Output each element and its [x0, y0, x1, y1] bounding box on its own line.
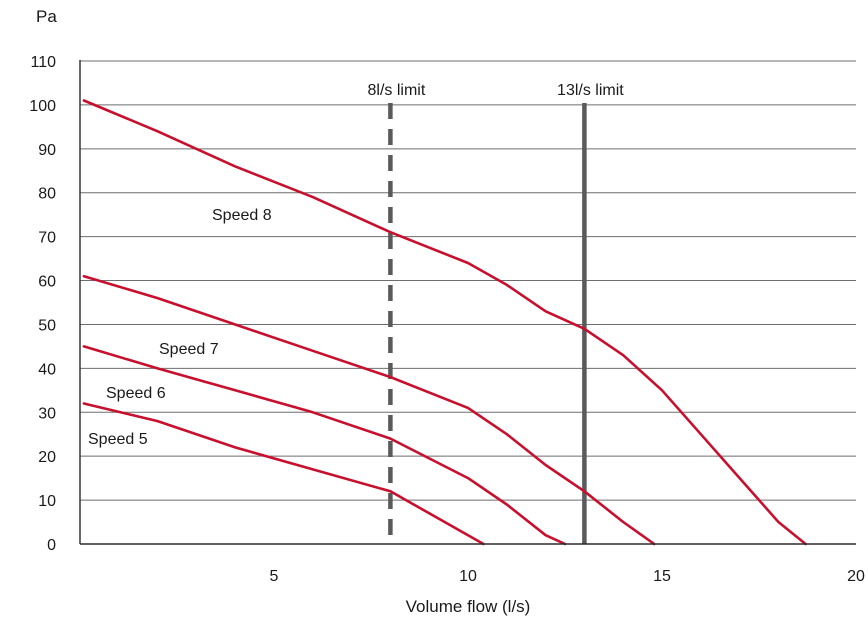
y-tick-label-30: 30 — [38, 405, 56, 422]
grid-lines — [80, 60, 856, 501]
series-label-speed-7: Speed 7 — [159, 341, 219, 358]
x-tick-label-20: 20 — [847, 568, 865, 585]
x-tick-label-15: 15 — [653, 568, 671, 585]
y-tick-label-50: 50 — [38, 317, 56, 334]
series-lines — [82, 99, 807, 546]
y-tick-label-40: 40 — [38, 361, 56, 378]
y-tick-label-90: 90 — [38, 142, 56, 159]
series-line-speed-7 — [82, 274, 656, 546]
y-tick-label-20: 20 — [38, 449, 56, 466]
series-line-speed-6 — [82, 345, 567, 546]
x-tick-label-10: 10 — [459, 568, 477, 585]
y-tick-label-80: 80 — [38, 186, 56, 203]
series-label-speed-6: Speed 6 — [106, 385, 166, 402]
reference-lines — [388, 103, 587, 544]
y-tick-label-110: 110 — [30, 54, 56, 71]
y-tick-label-70: 70 — [38, 230, 56, 247]
y-tick-label-100: 100 — [29, 98, 56, 115]
y-tick-label-0: 0 — [47, 537, 56, 554]
reference-label-13l-s-limit: 13l/s limit — [557, 82, 624, 99]
axes — [79, 60, 856, 545]
series-label-speed-8: Speed 8 — [212, 207, 272, 224]
x-axis-label: Volume flow (l/s) — [406, 597, 531, 616]
series-label-speed-5: Speed 5 — [88, 431, 148, 448]
y-tick-label-10: 10 — [38, 493, 56, 510]
reference-label-8l-s-limit: 8l/s limit — [368, 82, 426, 99]
labels: 0 10 20 30 40 50 60 70 80 90 100 110 5 10 15 20 Pa Volume… — [29, 7, 865, 616]
series-line-speed-5 — [82, 402, 485, 546]
y-axis-label: Pa — [36, 7, 57, 26]
series-line-speed-8 — [82, 99, 807, 546]
x-tick-label-5: 5 — [270, 568, 279, 585]
y-tick-label-60: 60 — [38, 274, 56, 291]
